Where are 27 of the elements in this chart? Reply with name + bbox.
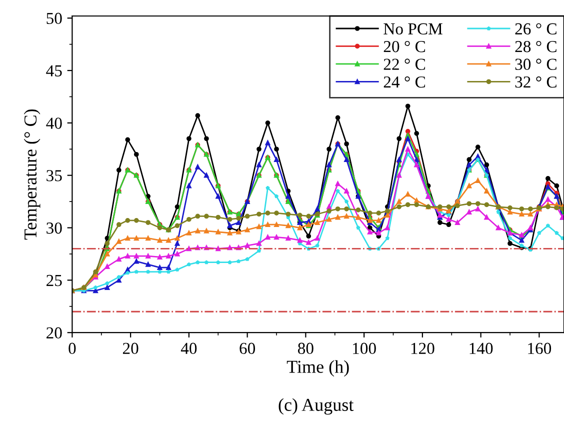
x-tick-label: 80 bbox=[298, 342, 314, 354]
legend-label: 20 ° C bbox=[384, 40, 426, 52]
y-tick-label: 20 bbox=[46, 327, 62, 339]
legend-label: 24 ° C bbox=[384, 76, 426, 88]
y-tick-label: 40 bbox=[46, 118, 62, 129]
y-tick-label: 30 bbox=[46, 222, 62, 234]
y-tick-label: 45 bbox=[46, 65, 62, 76]
legend-label: 28 ° C bbox=[515, 40, 556, 52]
y-tick-label: 25 bbox=[46, 274, 62, 286]
x-tick-label: 160 bbox=[528, 342, 552, 354]
x-tick-label: 140 bbox=[470, 342, 493, 354]
x-axis-title: Time (h) bbox=[286, 360, 349, 377]
x-tick-label: 40 bbox=[180, 342, 197, 354]
legend-label: 26 ° C bbox=[515, 23, 556, 34]
y-tick-label: 35 bbox=[46, 170, 62, 182]
y-axis-title: Temperature (° C) bbox=[24, 109, 40, 240]
x-tick-label: 20 bbox=[122, 342, 138, 354]
legend-label: No PCM bbox=[384, 23, 442, 34]
y-tick-label: 50 bbox=[46, 12, 62, 24]
x-tick-label: 120 bbox=[411, 342, 434, 354]
x-tick-label: 100 bbox=[353, 342, 376, 354]
x-tick-label: 0 bbox=[68, 342, 76, 354]
legend-label: 30 ° C bbox=[515, 58, 556, 70]
text: (c) August bbox=[278, 398, 354, 415]
legend-label: 32 ° C bbox=[515, 76, 556, 88]
x-tick-label: 60 bbox=[240, 342, 256, 354]
legend-label: 22 ° C bbox=[384, 58, 426, 70]
